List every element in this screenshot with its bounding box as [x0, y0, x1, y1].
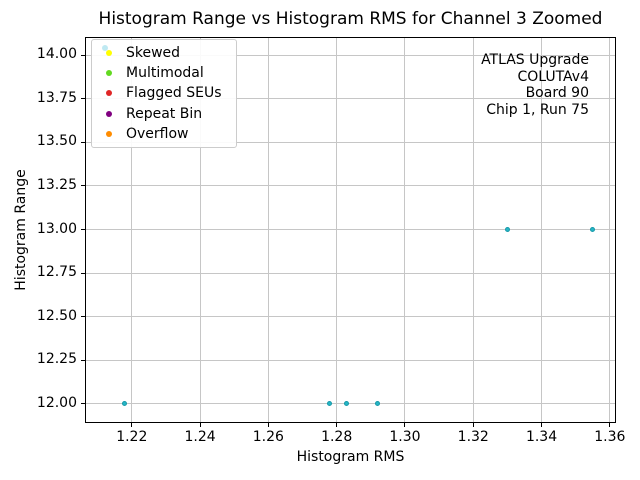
- x-tick-mark: [404, 423, 406, 427]
- legend-item-label: Repeat Bin: [126, 105, 203, 122]
- x-axis-label: Histogram RMS: [296, 449, 405, 465]
- x-tick-label: 1.26: [252, 429, 284, 445]
- y-tick-label: 13.25: [36, 176, 77, 193]
- legend-item: Overflow: [92, 124, 236, 144]
- legend-ghost-dot-icon: [102, 45, 108, 52]
- legend-dot-icon: [106, 130, 112, 137]
- legend-item-label: Skewed: [126, 45, 181, 62]
- x-tick-mark: [131, 423, 133, 427]
- annotation-line: COLUTAv4: [517, 68, 589, 85]
- x-tick-label: 1.32: [457, 429, 489, 445]
- gridline-horizontal: [86, 359, 615, 361]
- annotation-line: Chip 1, Run 75: [486, 101, 589, 118]
- y-tick-mark: [81, 185, 85, 187]
- legend-marker: [92, 83, 126, 103]
- legend-item-label: Multimodal: [126, 65, 204, 82]
- plot-area: ATLAS Upgrade COLUTAv4 Board 90 Chip 1, Run…: [85, 37, 616, 423]
- gridline-horizontal: [86, 316, 615, 318]
- gridline-horizontal: [86, 229, 615, 231]
- chart-title: Histogram Range vs Histogram RMS for Cha…: [98, 9, 603, 29]
- gridline-horizontal: [86, 98, 615, 100]
- x-tick-mark: [267, 423, 269, 427]
- annotation-text: ATLAS Upgrade COLUTAv4 Board 90 Chip 1, Run…: [481, 52, 589, 118]
- y-tick-label: 13.00: [36, 220, 77, 237]
- x-tick-label: 1.30: [389, 429, 421, 445]
- y-tick-mark: [81, 229, 85, 231]
- legend-item: Flagged SEUs: [92, 83, 236, 103]
- x-tick-label: 1.34: [525, 429, 558, 445]
- y-tick-label: 12.50: [36, 307, 77, 324]
- y-tick-mark: [81, 272, 85, 274]
- y-tick-mark: [81, 316, 85, 318]
- legend-dot-icon: [106, 110, 112, 117]
- x-tick-mark: [199, 423, 201, 427]
- legend-item: Multimodal: [92, 63, 236, 83]
- data-point: [504, 227, 510, 233]
- gridline-horizontal: [86, 54, 615, 56]
- data-point: [122, 401, 128, 407]
- legend-item: Repeat Bin: [92, 104, 236, 124]
- legend-marker: [92, 104, 126, 124]
- data-point: [375, 401, 381, 407]
- x-tick-label: 1.28: [321, 429, 353, 445]
- y-axis-label: Histogram Range: [13, 169, 29, 291]
- y-tick-label: 14.00: [36, 46, 77, 63]
- legend-marker: [92, 124, 126, 144]
- annotation-line: Board 90: [525, 85, 589, 101]
- data-point: [590, 227, 596, 233]
- annotation-line: ATLAS Upgrade: [481, 52, 589, 68]
- legend-marker: [92, 63, 126, 83]
- x-tick-mark: [472, 423, 474, 427]
- gridline-horizontal: [86, 141, 615, 143]
- legend-item-label: Flagged SEUs: [126, 85, 222, 102]
- y-tick-label: 12.25: [36, 351, 77, 368]
- y-tick-label: 13.50: [36, 133, 77, 150]
- x-tick-mark: [541, 423, 543, 427]
- y-tick-mark: [81, 141, 85, 143]
- y-tick-mark: [81, 359, 85, 361]
- x-tick-mark: [609, 423, 611, 427]
- legend-dot-icon: [106, 90, 112, 97]
- y-tick-mark: [81, 403, 85, 405]
- gridline-horizontal: [86, 403, 615, 405]
- data-point: [327, 401, 333, 407]
- y-tick-mark: [81, 54, 85, 56]
- y-tick-label: 12.75: [36, 264, 77, 281]
- gridline-horizontal: [86, 272, 615, 274]
- legend-item-label: Overflow: [126, 125, 189, 142]
- legend-dot-icon: [106, 70, 112, 77]
- x-tick-label: 1.36: [594, 429, 626, 445]
- x-tick-mark: [336, 423, 338, 427]
- legend: Skewed Multimodal Flagged SEUs Repeat Bin Ov…: [91, 39, 237, 148]
- y-tick-label: 12.00: [36, 394, 77, 411]
- data-point: [344, 401, 350, 407]
- legend-item: Skewed: [92, 43, 236, 63]
- y-tick-mark: [81, 98, 85, 100]
- legend-marker: [92, 43, 126, 63]
- gridline-horizontal: [86, 185, 615, 187]
- y-tick-label: 13.75: [36, 89, 77, 106]
- legend-dot-icon: [106, 50, 112, 57]
- x-tick-label: 1.22: [116, 429, 148, 445]
- x-tick-label: 1.24: [184, 429, 216, 445]
